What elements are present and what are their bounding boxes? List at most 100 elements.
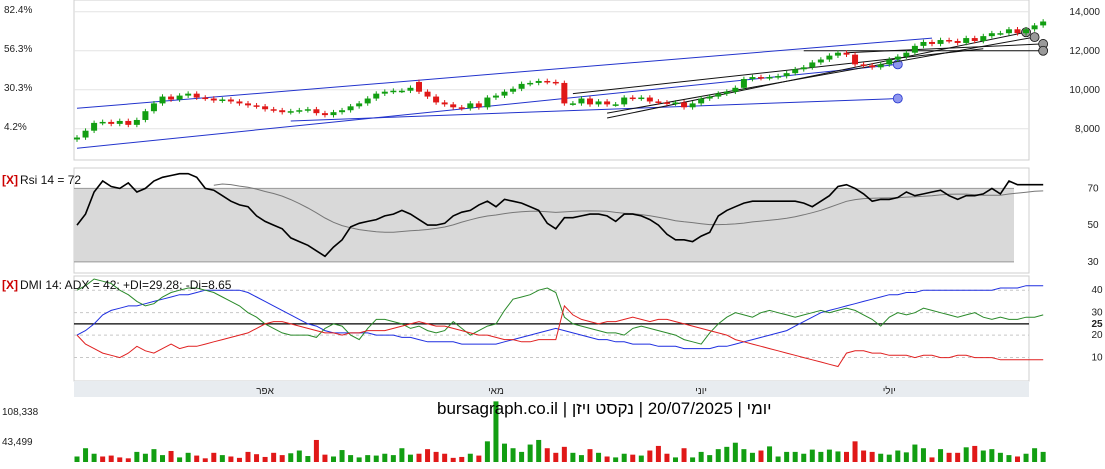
candle-body xyxy=(1005,29,1012,34)
volume-bar xyxy=(775,456,781,462)
volume-bar xyxy=(510,448,516,462)
rsi-close-button[interactable]: [X] xyxy=(2,173,18,187)
volume-bar xyxy=(655,445,661,462)
volume-bar xyxy=(348,455,354,462)
volume-bar xyxy=(690,457,696,462)
candle-body xyxy=(82,130,89,138)
price-y-tick: 12,000 xyxy=(1069,46,1100,57)
candle-body xyxy=(578,98,585,104)
candle-body xyxy=(638,97,645,100)
volume-bar xyxy=(100,456,106,462)
candle-body xyxy=(185,93,192,96)
volume-bar xyxy=(459,456,465,462)
candle-body xyxy=(159,96,166,104)
candle-body xyxy=(535,80,542,83)
volume-bar xyxy=(194,455,200,462)
date-x-tick: יולי xyxy=(883,385,896,397)
trend-line-marker xyxy=(1038,45,1049,56)
volume-bar xyxy=(484,441,490,462)
candle-body xyxy=(621,97,628,105)
volume-bar xyxy=(502,443,507,462)
candle-body xyxy=(492,95,499,98)
candle-body xyxy=(980,36,987,41)
volume-bar xyxy=(963,447,969,462)
candle-body xyxy=(852,54,859,65)
volume-bar xyxy=(493,401,499,462)
candle-body xyxy=(860,64,867,66)
candle-body xyxy=(227,99,234,102)
candle-body xyxy=(219,99,226,101)
candle-body xyxy=(356,103,363,107)
candle-body xyxy=(1014,29,1021,34)
volume-bar xyxy=(1040,451,1046,462)
candle-body xyxy=(339,110,346,113)
volume-bar xyxy=(878,453,884,462)
volume-bar xyxy=(784,451,790,462)
candle-body xyxy=(1023,29,1030,34)
volume-bar xyxy=(331,456,336,462)
volume-bar xyxy=(869,451,875,462)
rsi-title: Rsi 14 = 72 xyxy=(20,173,81,187)
date-axis-strip xyxy=(74,381,1029,397)
volume-bar xyxy=(125,458,131,462)
volume-bar xyxy=(724,446,730,462)
candle-body xyxy=(270,109,277,111)
volume-bar xyxy=(91,453,97,462)
trend-line xyxy=(572,48,984,95)
candle-body xyxy=(723,91,730,94)
volume-bar xyxy=(339,450,345,462)
date-x-tick: מאי xyxy=(488,386,504,397)
volume-bar xyxy=(596,452,602,462)
volume-bar xyxy=(886,454,892,462)
candle-body xyxy=(587,98,593,105)
candle-body xyxy=(775,76,782,78)
candle-body xyxy=(655,101,662,103)
candle-body xyxy=(176,95,183,100)
volume-bar xyxy=(997,452,1003,462)
volume-bar xyxy=(519,451,525,462)
dmi-close-button[interactable]: [X] xyxy=(2,278,18,292)
candle-body xyxy=(612,104,619,106)
volume-bar xyxy=(758,450,764,462)
candle-body xyxy=(834,52,841,56)
volume-bar xyxy=(903,452,909,462)
volume-bar xyxy=(749,452,755,462)
candle-body xyxy=(407,87,414,91)
volume-bar xyxy=(955,452,961,462)
volume-bar xyxy=(202,458,208,462)
volume-bar xyxy=(168,450,174,462)
volume-bar xyxy=(1015,456,1020,462)
candle-body xyxy=(99,121,106,124)
candle-body xyxy=(125,120,132,125)
volume-bar xyxy=(673,457,678,462)
rsi-y-tick: 70 xyxy=(1087,183,1099,194)
candle-body xyxy=(262,106,269,110)
axis-labels: 14,000 12,000 10,000 8,000 82.4% 56.3% 30.3% 4.… xyxy=(2,5,1103,448)
volume-bar xyxy=(698,451,704,462)
candle-body xyxy=(937,40,944,44)
candle-body xyxy=(911,45,918,53)
volume-bar xyxy=(271,452,277,462)
dmi-line-di xyxy=(76,278,1044,345)
volume-bar xyxy=(433,451,439,462)
volume-bar xyxy=(604,456,610,462)
volume-bar xyxy=(844,451,849,462)
candle-body xyxy=(715,93,722,97)
price-panel xyxy=(74,11,1049,149)
volume-bar xyxy=(236,457,242,462)
candle-body xyxy=(894,56,901,60)
volume-bar xyxy=(151,449,157,462)
candle-body xyxy=(364,98,371,104)
candle-body xyxy=(920,41,927,46)
candle-body xyxy=(946,40,953,42)
candle-body xyxy=(698,98,705,104)
pct-tick: 82.4% xyxy=(4,5,32,16)
candle-body xyxy=(706,96,713,99)
volume-bar xyxy=(561,446,567,462)
volume-bar xyxy=(578,455,584,462)
date-x-tick: יוני xyxy=(695,386,707,397)
volume-bar xyxy=(228,456,234,462)
rsi-y-tick: 30 xyxy=(1087,257,1099,268)
candle-body xyxy=(236,101,243,104)
